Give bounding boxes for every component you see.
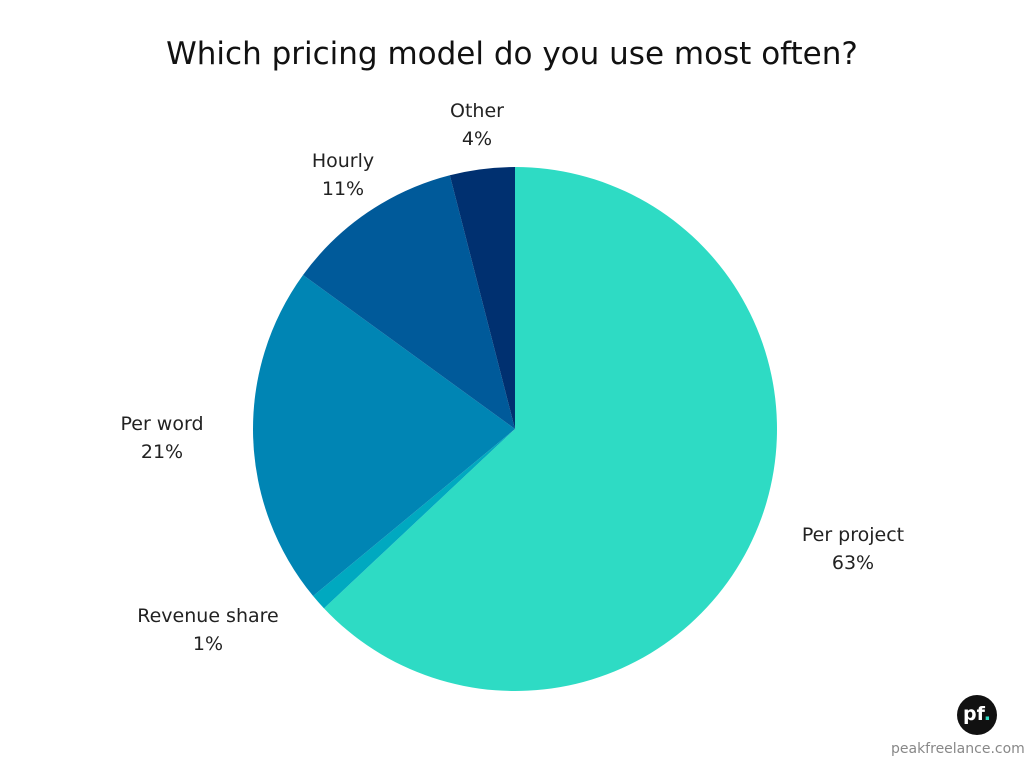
slice-value: 1% bbox=[193, 633, 223, 655]
pie-slice-hourly bbox=[303, 175, 515, 429]
slice-value: 11% bbox=[322, 178, 364, 200]
slice-label: Other bbox=[450, 100, 504, 122]
slice-value: 21% bbox=[141, 441, 183, 463]
pie-slice-per-word bbox=[253, 275, 516, 597]
slice-label: Hourly bbox=[312, 150, 374, 172]
slice-label: Revenue share bbox=[137, 605, 278, 627]
slice-label: Per word bbox=[120, 413, 203, 435]
pie-slice-revenue-share bbox=[313, 429, 515, 609]
slice-value: 63% bbox=[832, 552, 874, 574]
chart-title: Which pricing model do you use most ofte… bbox=[166, 36, 858, 72]
pie-slice-other bbox=[449, 167, 515, 429]
slice-label: Per project bbox=[802, 524, 904, 546]
pie-slice-per-project bbox=[324, 167, 777, 691]
peak-freelance-logo: pf. bbox=[957, 695, 997, 735]
slice-value: 4% bbox=[462, 128, 492, 150]
site-url: peakfreelance.com bbox=[891, 741, 1024, 757]
